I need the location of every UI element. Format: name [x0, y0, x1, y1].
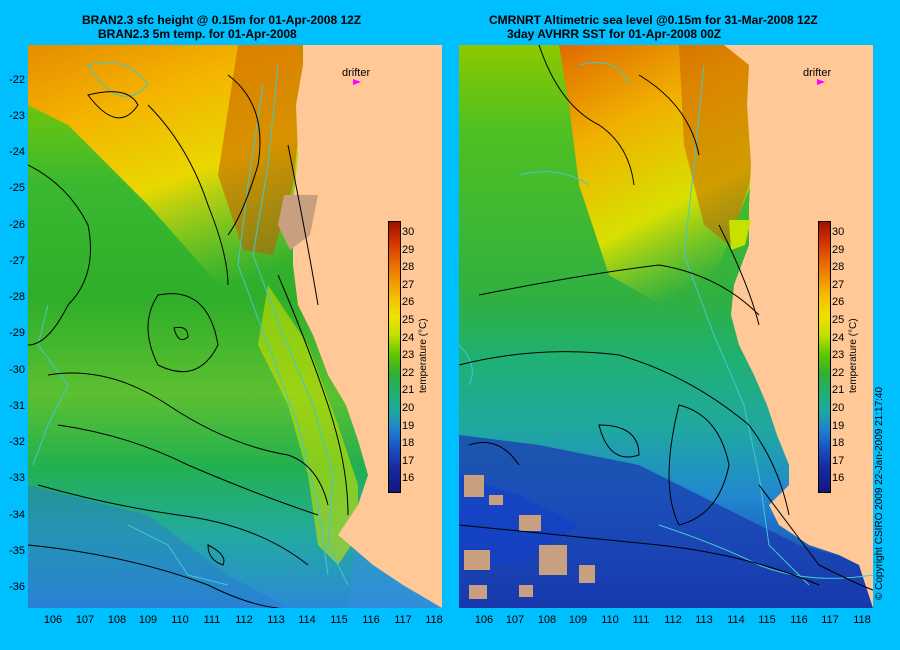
colorbar-tick: 20 — [832, 401, 845, 414]
lon-tick: 114 — [298, 614, 316, 626]
lon-tick: 108 — [537, 614, 557, 626]
lon-tick: 109 — [568, 614, 588, 626]
lon-tick: 117 — [394, 614, 412, 626]
right-temperature-map: drifter — [459, 45, 873, 608]
colorbar-tick: 24 — [832, 331, 845, 344]
right-title-line2: 3day AVHRR SST for 01-Apr-2008 00Z — [507, 27, 722, 41]
lat-tick: -26 — [9, 219, 25, 231]
colorbar-tick: 28 — [402, 261, 415, 274]
colorbar-tick: 27 — [402, 278, 415, 291]
lon-tick: 112 — [664, 614, 682, 626]
lon-tick: 117 — [821, 614, 839, 626]
lon-tick: 106 — [43, 614, 63, 626]
colorbar-tick: 16 — [402, 472, 415, 485]
colorbar-tick: 22 — [832, 366, 845, 379]
lon-tick: 110 — [171, 614, 189, 626]
lon-tick: 107 — [505, 614, 525, 626]
lat-tick: -32 — [9, 436, 25, 448]
colorbar-tick: 29 — [832, 243, 845, 256]
colorbar-tick: 30 — [402, 226, 415, 238]
colorbar-tick: 23 — [402, 349, 415, 362]
left-title-line1: BRAN2.3 sfc height @ 0.15m for 01-Apr-20… — [82, 13, 362, 27]
colorbar-tick: 19 — [832, 419, 845, 432]
right-colorbar — [818, 221, 831, 493]
lon-tick: 116 — [790, 614, 808, 626]
lon-tick: 114 — [727, 614, 745, 626]
colorbar-tick: 23 — [832, 349, 845, 362]
colorbar-tick: 18 — [402, 437, 415, 450]
colorbar-tick: 22 — [402, 366, 415, 379]
lat-tick: -24 — [9, 146, 25, 158]
colorbar-tick: 17 — [832, 454, 845, 467]
lon-tick: 109 — [138, 614, 158, 626]
lat-tick: -35 — [9, 545, 25, 557]
colorbar-tick: 16 — [832, 472, 845, 485]
colorbar-tick: 18 — [832, 437, 845, 450]
lat-tick: -25 — [9, 182, 25, 194]
colorbar-tick: 21 — [402, 384, 415, 397]
colorbar-tick: 29 — [402, 243, 415, 256]
lon-tick: 111 — [203, 614, 221, 626]
right-title-line1: CMRNRT Altimetric sea level @0.15m for 3… — [489, 13, 818, 27]
lat-tick: -23 — [9, 110, 25, 122]
lon-tick: 115 — [758, 614, 776, 626]
lat-tick: -36 — [9, 581, 25, 593]
colorbar-tick: 26 — [832, 296, 845, 309]
colorbar-tick: 26 — [402, 296, 415, 309]
lat-tick: -30 — [9, 364, 25, 376]
lon-tick: 111 — [632, 614, 650, 626]
copyright-text: © Copyright CSIRO 2009 22-Jan-2009 21:17… — [874, 386, 885, 600]
lon-tick: 108 — [107, 614, 127, 626]
right-colorbar-label: temperature (°C) — [848, 318, 859, 393]
colorbar-tick: 20 — [402, 401, 415, 414]
lon-tick: 115 — [330, 614, 348, 626]
left-title-line2: BRAN2.3 5m temp. for 01-Apr-2008 — [98, 27, 297, 41]
colorbar-tick: 30 — [832, 226, 845, 238]
colorbar-tick: 25 — [402, 313, 415, 326]
left-temperature-map: drifter — [28, 45, 442, 608]
left-colorbar-label: temperature (°C) — [418, 318, 429, 393]
lat-tick: -28 — [9, 291, 25, 303]
colorbar-tick: 27 — [832, 278, 845, 291]
lat-tick: -27 — [9, 255, 25, 267]
colorbar-tick: 28 — [832, 261, 845, 274]
lon-tick: 116 — [362, 614, 380, 626]
lon-tick: 110 — [601, 614, 619, 626]
right-colorbar-ticks: 30 29 28 27 26 25 24 23 22 21 20 19 18 1… — [832, 224, 856, 488]
left-colorbar — [388, 221, 401, 493]
lat-tick: -33 — [9, 472, 25, 484]
colorbar-tick: 21 — [832, 384, 845, 397]
lat-tick: -31 — [9, 400, 25, 412]
lon-tick: 118 — [425, 614, 443, 626]
lon-tick: 113 — [267, 614, 285, 626]
colorbar-tick: 19 — [402, 419, 415, 432]
lat-tick: -34 — [9, 509, 25, 521]
lon-tick: 113 — [695, 614, 713, 626]
lat-tick: -29 — [9, 327, 25, 339]
left-drifter-label: drifter — [342, 67, 371, 79]
colorbar-tick: 24 — [402, 331, 415, 344]
lon-tick: 118 — [853, 614, 871, 626]
lon-tick: 112 — [235, 614, 253, 626]
lat-tick: -22 — [9, 74, 25, 86]
left-colorbar-ticks: 30 29 28 27 26 25 24 23 22 21 20 19 18 1… — [402, 224, 426, 488]
lon-tick: 107 — [75, 614, 95, 626]
colorbar-tick: 17 — [402, 454, 415, 467]
right-drifter-label: drifter — [803, 67, 832, 79]
colorbar-tick: 25 — [832, 313, 845, 326]
lon-tick: 106 — [474, 614, 494, 626]
